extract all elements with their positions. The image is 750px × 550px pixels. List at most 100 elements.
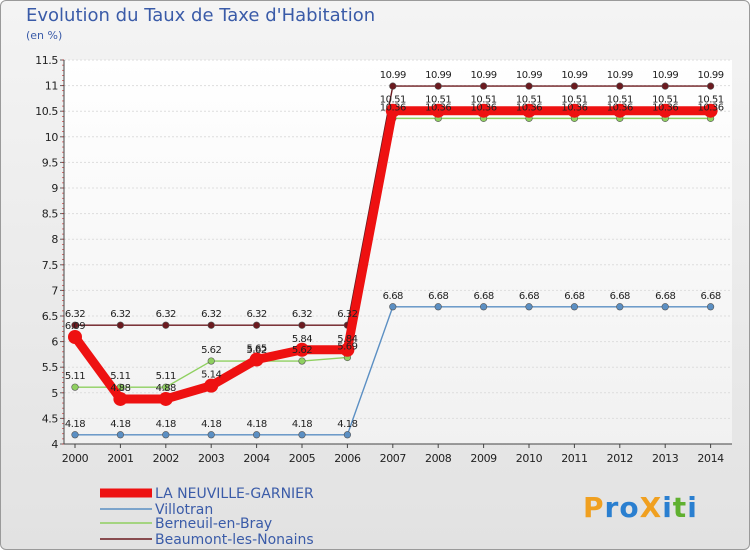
data-label-villotran: 4.18 [246, 419, 266, 430]
data-point-la-neuville-garnier [204, 378, 219, 393]
data-label-villotran: 6.68 [610, 291, 630, 302]
data-point-la-neuville-garnier [385, 103, 400, 118]
data-label-berneuil-en-bray: 5.62 [201, 345, 221, 356]
data-point-la-neuville-garnier [567, 103, 582, 118]
logo-letter: P [583, 491, 605, 524]
data-label-berneuil-en-bray: 10.36 [561, 102, 587, 113]
x-tick-label: 2005 [289, 452, 316, 465]
data-label-beaumont-les-nonains: 10.99 [471, 70, 497, 81]
x-tick-label: 2000 [62, 452, 89, 465]
legend-entry: Villotran [155, 502, 213, 518]
data-label-villotran: 4.18 [110, 419, 130, 430]
data-label-berneuil-en-bray: 5.11 [65, 371, 85, 382]
data-label-beaumont-les-nonains: 6.32 [246, 309, 266, 320]
data-label-villotran: 6.68 [428, 291, 448, 302]
data-point-la-neuville-garnier [431, 103, 446, 118]
data-label-la-neuville-garnier: 10.51 [652, 95, 678, 106]
data-point-beaumont-les-nonains [71, 321, 79, 329]
y-tick-label: 11.5 [35, 54, 58, 67]
data-point-villotran [343, 431, 352, 439]
y-tick-label: 8 [51, 233, 58, 246]
data-point-la-neuville-garnier [113, 391, 128, 406]
data-point-la-neuville-garnier [68, 329, 82, 344]
logo-letter: t [673, 491, 687, 524]
data-label-la-neuville-garnier: 10.51 [516, 95, 542, 106]
data-point-beaumont-les-nonains [570, 82, 579, 90]
data-label-la-neuville-garnier: 10.51 [425, 95, 451, 106]
data-label-beaumont-les-nonains: 10.99 [561, 70, 587, 81]
data-point-villotran [661, 303, 669, 311]
x-tick-label: 2002 [153, 452, 179, 465]
data-label-beaumont-les-nonains: 6.32 [337, 309, 357, 320]
data-point-la-neuville-garnier [612, 103, 627, 118]
y-tick-label: 5 [51, 387, 58, 400]
x-tick-label: 2006 [334, 452, 361, 465]
legend-entry: Beaumont-les-Nonains [155, 532, 314, 548]
y-tick-label: 11 [45, 80, 58, 93]
data-label-la-neuville-garnier: 5.14 [201, 370, 221, 381]
x-tick-label: 2003 [198, 452, 225, 465]
data-point-beaumont-les-nonains [253, 321, 261, 329]
data-point-berneuil-en-bray [298, 357, 306, 365]
data-label-berneuil-en-bray: 5.11 [110, 371, 130, 382]
x-tick-label: 2013 [652, 452, 679, 465]
data-point-villotran [116, 431, 124, 439]
data-label-villotran: 4.18 [337, 419, 357, 430]
data-label-berneuil-en-bray: 10.36 [471, 102, 497, 113]
legend: LA NEUVILLE-GARNIERVillotranBerneuil-en-… [100, 486, 314, 548]
data-point-beaumont-les-nonains [661, 82, 669, 90]
data-label-villotran: 4.18 [156, 419, 176, 430]
axes: 4 4.5 5 5.5 6 6.5 7 7.5 8 8.5 9 9.5 10 10.5 11 11.5 2000… [35, 54, 732, 465]
data-label-berneuil-en-bray: 10.36 [607, 102, 633, 113]
data-label-berneuil-en-bray: 5.62 [292, 345, 312, 356]
x-tick-label: 2009 [470, 452, 497, 465]
data-point-beaumont-les-nonains [706, 82, 715, 90]
data-point-beaumont-les-nonains [525, 82, 533, 90]
data-point-berneuil-en-bray [162, 383, 170, 391]
data-label-beaumont-les-nonains: 10.99 [425, 70, 451, 81]
data-point-beaumont-les-nonains [162, 321, 170, 329]
data-label-beaumont-les-nonains: 10.99 [380, 70, 406, 81]
data-label-la-neuville-garnier: 10.51 [561, 95, 587, 106]
x-tick-label: 2001 [107, 452, 133, 465]
y-tick-label: 4.5 [42, 412, 59, 425]
data-label-villotran: 4.18 [65, 419, 85, 430]
data-point-la-neuville-garnier [249, 352, 264, 367]
data-label-villotran: 6.68 [655, 291, 675, 302]
data-point-villotran [434, 303, 442, 311]
legend-entry: LA NEUVILLE-GARNIER [155, 486, 314, 502]
data-label-villotran: 4.18 [201, 419, 221, 430]
data-label-la-neuville-garnier: 5.84 [337, 334, 357, 345]
data-label-villotran: 6.68 [700, 291, 720, 302]
data-point-berneuil-en-bray [207, 357, 215, 365]
y-tick-label: 6 [51, 336, 58, 349]
legend-entry: Berneuil-en-Bray [155, 516, 272, 532]
data-label-berneuil-en-bray: 5.62 [246, 345, 266, 356]
data-point-villotran [706, 303, 715, 311]
data-point-beaumont-les-nonains [389, 82, 397, 90]
data-label-la-neuville-garnier: 4.88 [156, 383, 176, 394]
data-label-beaumont-les-nonains: 10.99 [607, 70, 633, 81]
logo-letter: r [605, 491, 620, 524]
data-point-la-neuville-garnier [522, 103, 536, 118]
x-tick-label: 2011 [561, 452, 587, 465]
data-label-beaumont-les-nonains: 6.32 [201, 309, 221, 320]
data-point-la-neuville-garnier [703, 103, 718, 118]
data-label-villotran: 6.68 [519, 291, 539, 302]
data-label-la-neuville-garnier: 10.51 [380, 95, 406, 106]
data-label-villotran: 6.68 [564, 291, 584, 302]
data-label-beaumont-les-nonains: 6.32 [156, 309, 176, 320]
data-point-villotran [253, 431, 261, 439]
data-point-la-neuville-garnier [658, 103, 673, 118]
data-point-villotran [298, 431, 306, 439]
y-tick-label: 7 [51, 284, 58, 297]
data-point-villotran [480, 303, 488, 311]
series-group [68, 82, 718, 439]
data-label-berneuil-en-bray: 10.36 [652, 102, 678, 113]
logo-letter: o [619, 491, 639, 524]
data-point-villotran [71, 431, 79, 439]
chart-unit-label: (en %) [26, 29, 63, 42]
logo-letter: i [662, 491, 673, 524]
data-label-berneuil-en-bray: 5.69 [337, 341, 357, 352]
y-tick-label: 5.5 [42, 361, 59, 374]
